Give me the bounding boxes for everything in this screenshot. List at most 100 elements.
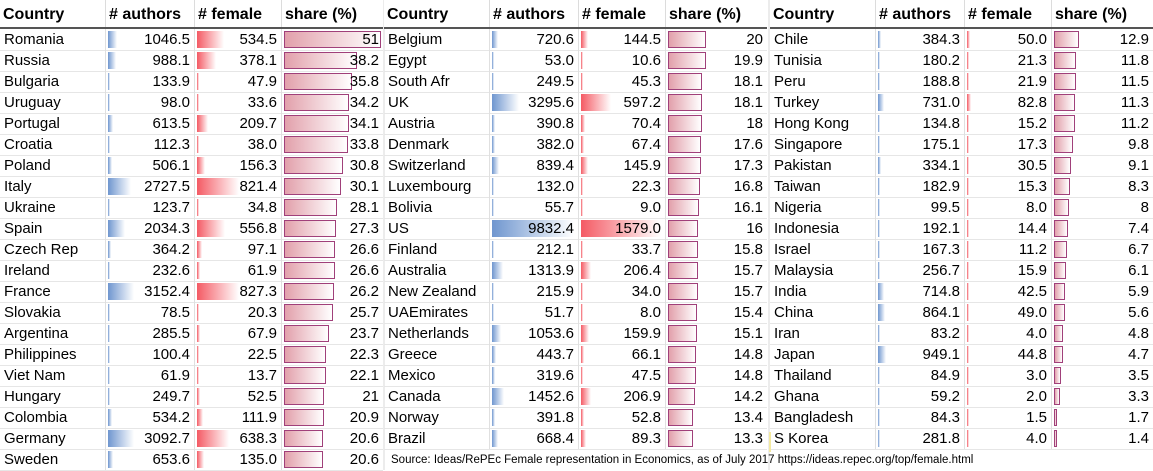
female-bar <box>967 157 969 174</box>
share-value: 16 <box>746 220 763 237</box>
female-cell: 4.0 <box>965 323 1052 344</box>
authors-bar <box>108 325 111 342</box>
authors-bar <box>492 94 520 111</box>
table-row: Italy 2727.5 821.4 30.1 <box>0 176 383 198</box>
female-cell: 2.0 <box>965 386 1052 407</box>
table-row: Brazil 668.4 89.3 13.3 <box>384 428 767 450</box>
authors-cell: 134.8 <box>876 113 965 134</box>
country-cell: US <box>384 218 490 239</box>
female-cell: 97.1 <box>195 239 282 260</box>
female-value: 4.0 <box>1026 325 1047 342</box>
share-value: 11.5 <box>1120 73 1149 90</box>
share-value: 33.8 <box>349 136 379 153</box>
table-row: Iran 83.2 4.0 4.8 <box>770 323 1153 345</box>
female-value: 21.9 <box>1017 73 1047 90</box>
female-bar <box>967 115 969 132</box>
female-bar <box>967 304 970 321</box>
authors-bar <box>492 52 494 69</box>
female-cell: 8.0 <box>579 302 666 323</box>
female-cell: 22.3 <box>579 176 666 197</box>
female-bar <box>581 262 592 279</box>
authors-bar <box>492 241 494 258</box>
table-row: Taiwan 182.9 15.3 8.3 <box>770 176 1153 198</box>
share-bar <box>1054 199 1070 216</box>
share-cell: 15.7 <box>666 281 767 302</box>
female-value: 97.1 <box>247 241 277 258</box>
authors-cell: 443.7 <box>490 344 579 365</box>
female-value: 1.5 <box>1026 409 1047 426</box>
female-value: 156.3 <box>239 157 277 174</box>
female-value: 20.3 <box>247 304 277 321</box>
share-value: 1.7 <box>1128 409 1149 426</box>
share-value: 11.3 <box>1120 94 1149 111</box>
authors-value: 613.5 <box>152 115 190 132</box>
country-cell: Bulgaria <box>0 71 106 92</box>
female-cell: 42.5 <box>965 281 1052 302</box>
country-cell: Tunisia <box>770 50 876 71</box>
country-cell: Philippines <box>0 344 106 365</box>
country-cell: Turkey <box>770 92 876 113</box>
female-cell: 8.0 <box>965 197 1052 218</box>
table-row: Netherlands 1053.6 159.9 15.1 <box>384 323 767 345</box>
female-bar <box>967 430 969 447</box>
authors-cell: 182.9 <box>876 176 965 197</box>
share-cell: 20 <box>666 29 767 50</box>
female-bar <box>967 241 969 258</box>
authors-value: 9832.4 <box>528 220 574 237</box>
female-bar <box>967 283 970 300</box>
share-cell: 6.1 <box>1052 260 1153 281</box>
authors-bar <box>492 73 495 90</box>
authors-value: 134.8 <box>922 115 960 132</box>
authors-value: 100.4 <box>152 346 190 363</box>
table-row: Turkey 731.0 82.8 11.3 <box>770 92 1153 114</box>
authors-bar <box>492 157 499 174</box>
female-cell: 1.5 <box>965 407 1052 428</box>
table-panel-1: Country # authors # female share (%) Romania… <box>0 0 383 471</box>
share-cell: 20.6 <box>282 449 383 470</box>
female-value: 52.8 <box>631 409 661 426</box>
country-cell: India <box>770 281 876 302</box>
authors-cell: 2034.3 <box>106 218 195 239</box>
female-value: 534.5 <box>239 31 277 48</box>
female-bar <box>967 178 969 195</box>
header-authors: # authors <box>490 0 579 27</box>
authors-value: 382.0 <box>536 136 574 153</box>
table-row: China 864.1 49.0 5.6 <box>770 302 1153 324</box>
authors-bar <box>878 31 882 48</box>
country-cell: Singapore <box>770 134 876 155</box>
authors-bar <box>492 367 495 384</box>
country-cell: Thailand <box>770 365 876 386</box>
country-cell: Spain <box>0 218 106 239</box>
female-bar <box>197 199 199 216</box>
table-row: Peru 188.8 21.9 11.5 <box>770 71 1153 93</box>
female-cell: 11.2 <box>965 239 1052 260</box>
female-cell: 52.8 <box>579 407 666 428</box>
authors-value: 175.1 <box>922 136 960 153</box>
female-bar <box>581 220 661 237</box>
female-value: 14.4 <box>1017 220 1047 237</box>
female-value: 9.0 <box>640 199 661 216</box>
country-cell: Poland <box>0 155 106 176</box>
female-bar <box>581 367 584 384</box>
authors-value: 132.0 <box>536 178 574 195</box>
authors-value: 364.2 <box>152 241 190 258</box>
female-cell: 21.9 <box>965 71 1052 92</box>
share-bar <box>668 262 698 279</box>
female-bar <box>581 136 585 153</box>
cell-edge-mark <box>769 432 771 452</box>
authors-value: 188.8 <box>922 73 960 90</box>
share-cell: 3.3 <box>1052 386 1153 407</box>
female-cell: 534.5 <box>195 29 282 50</box>
authors-cell: 1046.5 <box>106 29 195 50</box>
female-bar <box>197 157 205 174</box>
female-cell: 50.0 <box>965 29 1052 50</box>
share-value: 5.9 <box>1128 283 1149 300</box>
female-bar <box>967 199 969 216</box>
authors-value: 390.8 <box>536 115 574 132</box>
authors-bar <box>492 283 494 300</box>
authors-value: 249.5 <box>536 73 574 90</box>
table-panel-3: Country # authors # female share (%) Chile 38… <box>770 0 1153 470</box>
female-value: 47.5 <box>631 367 661 384</box>
female-bar <box>197 31 225 48</box>
share-value: 7.4 <box>1128 220 1149 237</box>
